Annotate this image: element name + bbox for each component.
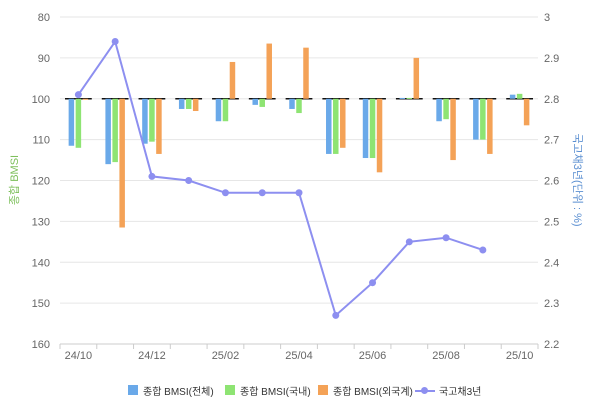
bar [156, 98, 162, 154]
bar [516, 93, 523, 99]
bar [142, 98, 148, 144]
y-axis-left-label: 종합 BMSI [8, 155, 21, 205]
legend-swatch-domestic [225, 385, 235, 395]
bar [105, 98, 111, 165]
line-point [185, 177, 193, 184]
y-right-tick-label: 3 [544, 12, 550, 24]
y-left-tick-label: 140 [32, 257, 50, 269]
line-point [111, 38, 119, 46]
bar [303, 47, 309, 99]
y-left-tick-label: 150 [32, 298, 50, 310]
line-point [442, 234, 450, 242]
bar [487, 98, 493, 154]
line-point [369, 279, 377, 287]
bar [333, 98, 339, 154]
y-right-tick-label: 2.3 [544, 298, 559, 310]
bar [192, 98, 199, 112]
legend-swatch-foreign [318, 385, 328, 395]
bar [229, 61, 236, 99]
x-tick-label: 24/12 [138, 350, 166, 362]
grid [60, 16, 538, 345]
bar [82, 98, 89, 100]
bar [473, 98, 479, 140]
line-point [295, 189, 303, 197]
line-point [258, 189, 266, 197]
bar [340, 98, 346, 148]
y-left-tick-label: 160 [32, 339, 50, 351]
bar [259, 98, 265, 107]
legend-label-treasury: 국고채3년 [439, 387, 482, 398]
x-tick-label: 25/08 [432, 350, 460, 362]
bar [406, 97, 413, 99]
line-series [74, 38, 487, 319]
bar [376, 98, 383, 173]
line-path [77, 39, 484, 318]
legend-label-foreign: 종합 BMSI(외국계) [333, 387, 413, 398]
bar [75, 98, 82, 148]
bar [119, 98, 125, 228]
line-point [332, 311, 340, 319]
bar [326, 98, 332, 154]
bar [112, 98, 118, 163]
bar [266, 43, 272, 99]
legend-label-domestic: 종합 BMSI(국내) [240, 387, 311, 398]
bar [149, 98, 155, 142]
bar [523, 98, 530, 126]
line-point [479, 246, 487, 254]
bar [252, 98, 258, 105]
bar [413, 57, 420, 99]
bar [178, 98, 185, 109]
bar [68, 98, 75, 146]
y-left-tick-label: 130 [32, 216, 50, 228]
x-tick-label: 24/10 [65, 350, 93, 362]
bar [362, 98, 369, 159]
bar [480, 98, 486, 140]
y-left-tick-label: 80 [38, 12, 50, 24]
y-left-tick-label: 110 [32, 135, 50, 147]
line-point [148, 172, 156, 180]
bar [399, 97, 406, 99]
bar [369, 98, 376, 159]
bar [215, 98, 222, 122]
bar [185, 98, 192, 109]
x-tick-label: 25/04 [285, 350, 313, 362]
legend-swatch-total [128, 385, 138, 395]
line-point [221, 189, 229, 197]
bar [222, 98, 229, 122]
line-point [405, 238, 413, 246]
line-point [74, 91, 82, 99]
bars [68, 43, 530, 228]
y-right-tick-label: 2.2 [544, 339, 559, 351]
y-right-tick-label: 2.8 [544, 94, 559, 106]
y-right-tick-label: 2.7 [544, 135, 559, 147]
x-tick-label: 25/02 [212, 350, 240, 362]
bar [443, 98, 449, 120]
y-right-tick-label: 2.6 [544, 176, 559, 188]
y-right-tick-label: 2.9 [544, 53, 559, 65]
y-axis-right-label: 국고채3년(단위 : %) [571, 133, 584, 226]
y-left-tick-label: 90 [38, 53, 50, 65]
bar [436, 98, 442, 122]
x-tick-label: 25/06 [359, 350, 387, 362]
legend-label-total: 종합 BMSI(전체) [143, 387, 214, 398]
y-right-tick-label: 2.4 [544, 257, 559, 269]
y-right-tick-label: 2.5 [544, 216, 559, 228]
bar [450, 98, 456, 161]
bar [509, 94, 516, 99]
bar [289, 98, 295, 109]
legend: 종합 BMSI(전체) 종합 BMSI(국내) 종합 BMSI(외국계) 국고채… [0, 380, 600, 402]
x-tick-label: 25/10 [506, 350, 534, 362]
axes: 80 90 100 110 120 130 140 150 160 2.2 2.3 2.4 2.5 2.6… [32, 12, 560, 362]
bar [296, 98, 302, 114]
legend-dot-icon [421, 387, 428, 394]
y-left-tick-label: 120 [32, 176, 50, 188]
y-left-tick-label: 100 [32, 94, 50, 106]
